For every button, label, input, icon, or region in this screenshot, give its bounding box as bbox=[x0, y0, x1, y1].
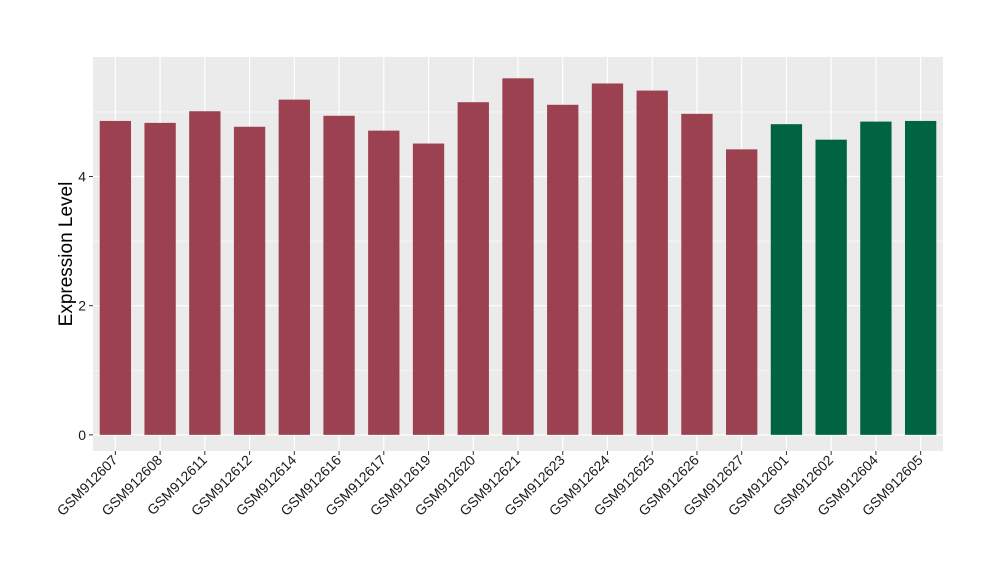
bar-GSM912619 bbox=[412, 143, 445, 435]
bar-GSM912625 bbox=[636, 90, 668, 435]
bar-GSM912614 bbox=[278, 99, 310, 435]
y-tick-label: 2 bbox=[78, 298, 86, 314]
bar-GSM912624 bbox=[591, 83, 624, 435]
x-axis: GSM912607GSM912608GSM912611GSM912612GSM9… bbox=[54, 451, 926, 519]
bars bbox=[99, 78, 937, 435]
bar-GSM912611 bbox=[189, 111, 221, 435]
bar-GSM912601 bbox=[770, 124, 803, 435]
bar-GSM912623 bbox=[547, 104, 579, 435]
y-tick-label: 0 bbox=[78, 427, 86, 443]
bar-GSM912607 bbox=[99, 120, 132, 435]
bar-GSM912617 bbox=[368, 130, 400, 435]
bar-GSM912621 bbox=[502, 78, 534, 435]
bar-GSM912602 bbox=[815, 139, 847, 435]
bar-GSM912612 bbox=[233, 126, 266, 435]
y-tick-label: 4 bbox=[78, 168, 86, 184]
bar-GSM912627 bbox=[726, 149, 758, 435]
y-axis-title: Expression Level bbox=[56, 182, 77, 327]
bar-GSM912616 bbox=[323, 115, 355, 435]
bar-GSM912626 bbox=[681, 113, 713, 435]
bar-GSM912605 bbox=[904, 120, 937, 435]
bar-GSM912604 bbox=[860, 121, 892, 435]
bar-GSM912608 bbox=[144, 122, 176, 435]
bar-GSM912620 bbox=[457, 102, 489, 435]
y-axis: 0 2 4 bbox=[78, 168, 93, 443]
